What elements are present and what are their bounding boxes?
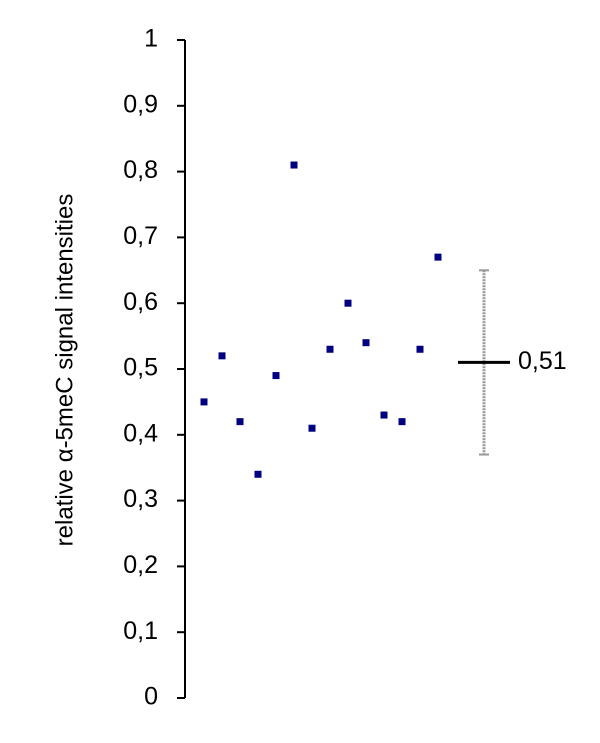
y-tick-label: 0,6 [123,288,158,316]
y-tick-label: 0,5 [123,354,158,382]
y-tick-label: 0,7 [123,222,158,250]
point [236,418,244,426]
point [362,339,370,347]
y-tick-label: 0 [144,683,158,711]
y-tick-label: 0,4 [123,419,158,447]
y-tick-label: 0,3 [123,485,158,513]
point [254,470,262,478]
point [218,352,226,360]
mean-label: 0,51 [518,347,567,375]
point [380,411,388,419]
point [200,398,208,406]
point [416,345,424,353]
y-tick-label: 0,2 [123,551,158,579]
point [308,424,316,432]
point [434,253,442,261]
y-axis-label: relative α-5meC signal intensities [51,194,78,547]
y-tick-label: 0,9 [123,90,158,118]
point [344,299,352,307]
y-tick-label: 1 [144,25,158,53]
point [290,161,298,169]
point [326,345,334,353]
point [398,418,406,426]
y-tick-label: 0,1 [123,617,158,645]
point [272,372,280,380]
y-tick-label: 0,8 [123,156,158,184]
